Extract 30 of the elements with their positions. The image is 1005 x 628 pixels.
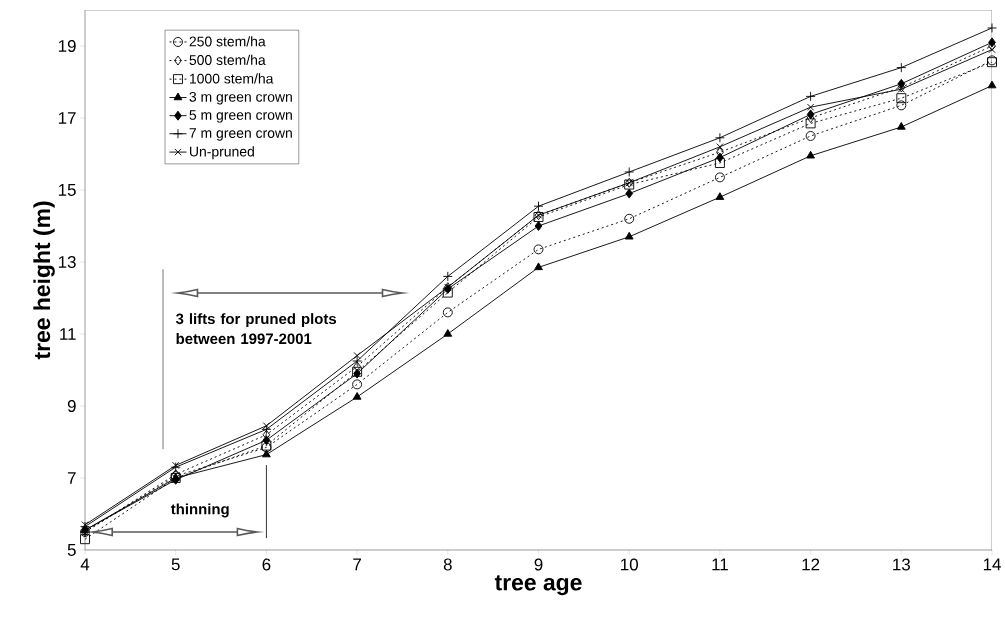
y-tick-label: 5: [67, 544, 76, 556]
x-tick-label: 5: [171, 558, 180, 571]
y-axis-title: tree height (m): [33, 201, 55, 360]
x-tick-label: 4: [80, 558, 90, 571]
y-tick-label: 15: [58, 184, 76, 196]
y-tick-label: 9: [67, 399, 76, 412]
x-tick-label: 11: [712, 558, 728, 571]
legend-label: 500 stem/ha: [189, 54, 266, 65]
legend-label: 1000 stem/ha: [189, 73, 274, 84]
y-tick-label: 19: [58, 39, 76, 52]
x-tick-label: 12: [802, 558, 820, 571]
y-tick-label: 7: [67, 472, 76, 484]
legend-label: 250 stem/ha: [189, 36, 266, 47]
x-axis-title: tree age: [494, 575, 582, 596]
x-tick-label: 7: [353, 558, 361, 571]
x-tick-label: 10: [621, 558, 638, 571]
legend-label: 3 m green crown: [189, 91, 292, 105]
y-tick-label: 13: [58, 255, 76, 268]
y-tick-label: 17: [58, 112, 76, 124]
x-tick-label: 13: [893, 558, 910, 571]
annotation: thinning: [170, 503, 229, 518]
legend-label: Un-pruned: [190, 146, 254, 160]
y-tick-label: 11: [60, 328, 76, 340]
x-tick-label: 6: [262, 558, 271, 571]
x-tick-label: 8: [443, 558, 452, 571]
annotation: 3 lifts for pruned plots between 1997-2001: [175, 313, 337, 345]
legend-label: 5 m green crown: [189, 110, 292, 123]
legend-label: 7 m green crown: [189, 128, 292, 141]
x-tick-label: 14: [983, 558, 1001, 571]
x-tick-label: 9: [534, 558, 543, 571]
